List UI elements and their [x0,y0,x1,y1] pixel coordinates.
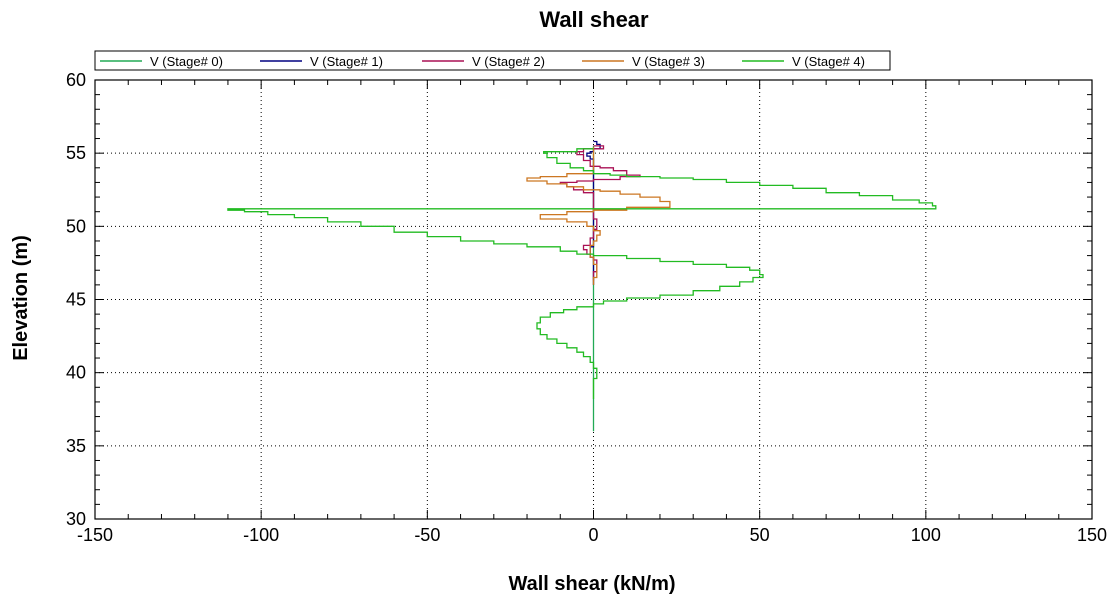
y-tick-label: 35 [66,436,86,456]
x-tick-label: -100 [243,525,279,545]
legend-box [94,50,891,71]
series-line-stage-2 [559,145,641,281]
x-tick-label: -50 [414,525,440,545]
x-tick-label: 100 [911,525,941,545]
x-tick-label: 0 [588,525,598,545]
legend: V (Stage# 0) V (Stage# 1) V (Stage# 2) V (S… [94,50,891,71]
plot-frame [94,79,1093,520]
legend-label: V (Stage# 0) [150,54,223,69]
series-line-stage-4 [227,148,937,399]
x-tick-label: 50 [750,525,770,545]
y-tick-label: 55 [66,143,86,163]
x-tick-labels: -150 -100 -50 0 50 100 150 [77,525,1107,545]
y-tick-label: 50 [66,216,86,236]
legend-label: V (Stage# 3) [632,54,705,69]
y-tick-label: 45 [66,290,86,310]
x-tick-label: -150 [77,525,113,545]
x-tick-label: 150 [1077,525,1107,545]
legend-label: V (Stage# 1) [310,54,383,69]
chart-title: Wall shear [539,7,649,32]
y-tick-labels: 30 35 40 45 50 55 60 [66,70,86,529]
y-axis-title: Elevation (m) [10,235,32,361]
plot-series [227,140,937,432]
legend-label: V (Stage# 2) [472,54,545,69]
legend-label: V (Stage# 4) [792,54,865,69]
y-tick-label: 30 [66,509,86,529]
y-tick-label: 40 [66,363,86,383]
axis-ticks [94,79,1093,520]
x-axis-title: Wall shear (kN/m) [508,573,675,595]
y-tick-label: 60 [66,70,86,90]
series-line-stage-3 [526,147,671,285]
